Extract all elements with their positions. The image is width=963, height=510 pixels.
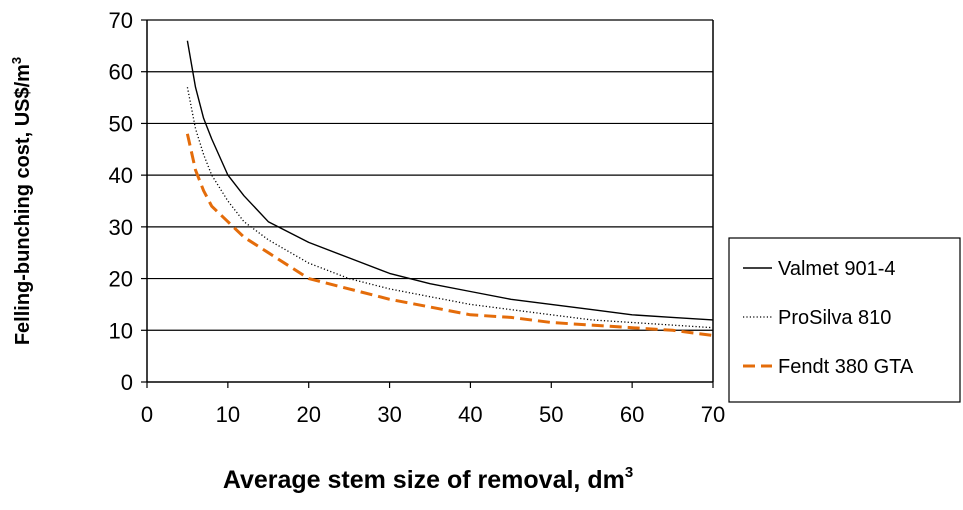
legend-box	[728, 237, 961, 403]
x-axis-title: Average stem size of removal, dm3	[223, 464, 633, 494]
legend-label-3: Fendt 380 GTA	[778, 356, 914, 378]
y-axis-title: Felling-bunching cost, US$/m3	[9, 57, 34, 345]
x-tick-label: 20	[296, 402, 320, 427]
x-tick-label: 0	[141, 402, 153, 427]
series-line-3	[185, 133, 714, 337]
gridlines	[147, 19, 713, 331]
x-tick-label: 10	[216, 402, 240, 427]
y-tick-label: 30	[109, 215, 133, 240]
series-line-1	[186, 40, 714, 321]
y-tick-label: 40	[109, 163, 133, 188]
x-tick-label: 40	[458, 402, 482, 427]
x-tick-label: 60	[620, 402, 644, 427]
y-tick-label: 10	[109, 318, 133, 343]
x-tick-label: 50	[539, 402, 563, 427]
series-lines	[185, 40, 714, 337]
x-tick-label: 30	[377, 402, 401, 427]
y-tick-label: 70	[109, 8, 133, 33]
y-tick-label: 60	[109, 60, 133, 85]
tick-labels: 0 10 20 30 40 50 60 70 0 10 20 30 40 50 60 70	[109, 8, 726, 427]
x-tick-label: 70	[701, 402, 725, 427]
y-tick-label: 0	[121, 370, 133, 395]
axes	[146, 20, 714, 383]
legend: Valmet 901-4 ProSilva 810 Fendt 380 GTA	[728, 237, 961, 403]
legend-label-1: Valmet 901-4	[778, 258, 895, 280]
y-tick-label: 50	[109, 111, 133, 136]
legend-label-2: ProSilva 810	[778, 307, 891, 329]
y-tick-label: 20	[109, 267, 133, 292]
series-line-2	[186, 87, 714, 329]
